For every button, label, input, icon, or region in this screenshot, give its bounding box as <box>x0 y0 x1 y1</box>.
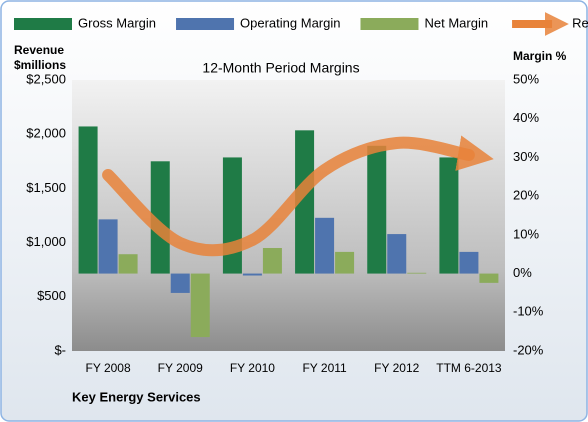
bar <box>242 273 262 276</box>
y2-tick-label: 20% <box>513 188 539 203</box>
bar <box>439 157 459 274</box>
y-tick-label: $1,000 <box>26 234 66 249</box>
y-axis-title: Revenue <box>14 43 64 57</box>
legend-label: Gross Margin <box>78 15 156 30</box>
legend-label: Net Margin <box>424 15 488 30</box>
y2-tick-label: -20% <box>513 342 544 357</box>
bar <box>170 273 190 293</box>
bar <box>335 251 355 274</box>
y-tick-label: $2,000 <box>26 126 66 141</box>
x-tick-label: FY 2008 <box>86 361 131 375</box>
bar <box>295 130 315 274</box>
bar <box>407 272 427 274</box>
x-tick-label: FY 2009 <box>158 361 203 375</box>
y2-tick-label: 50% <box>513 71 539 86</box>
x-tick-label: FY 2012 <box>374 361 419 375</box>
bar <box>387 234 407 274</box>
bar <box>479 273 499 283</box>
x-tick-label: FY 2010 <box>230 361 275 375</box>
y2-tick-label: 30% <box>513 149 539 164</box>
bar <box>78 126 98 274</box>
legend-label: Operating Margin <box>240 15 340 30</box>
bar <box>222 157 242 274</box>
legend-swatch <box>14 18 72 30</box>
bar <box>262 248 282 274</box>
legend-swatch <box>360 18 419 30</box>
bar <box>98 219 118 274</box>
y-tick-label: $500 <box>37 288 66 303</box>
y-tick-label: $2,500 <box>26 71 66 86</box>
x-tick-label: FY 2011 <box>302 361 347 375</box>
y-tick-label: $1,500 <box>26 180 66 195</box>
bar <box>315 217 335 274</box>
chart-title: 12-Month Period Margins <box>202 60 359 76</box>
legend-label: Revenues <box>572 15 588 30</box>
bar <box>459 251 479 274</box>
y-axis-title: $millions <box>14 58 66 72</box>
y2-tick-label: 0% <box>513 265 532 280</box>
y2-tick-label: -10% <box>513 304 544 319</box>
y-tick-label: $- <box>54 342 66 357</box>
y2-axis-title: Margin % <box>513 49 567 63</box>
y2-tick-label: 10% <box>513 226 539 241</box>
y2-tick-label: 40% <box>513 110 539 125</box>
bar <box>367 145 387 274</box>
legend-swatch <box>176 18 235 30</box>
bar <box>190 273 210 338</box>
footer: Key Energy Services <box>72 389 201 404</box>
bar <box>118 254 138 274</box>
revenue-line <box>102 135 494 257</box>
x-tick-label: TTM 6-2013 <box>436 361 502 375</box>
bar <box>150 161 170 274</box>
